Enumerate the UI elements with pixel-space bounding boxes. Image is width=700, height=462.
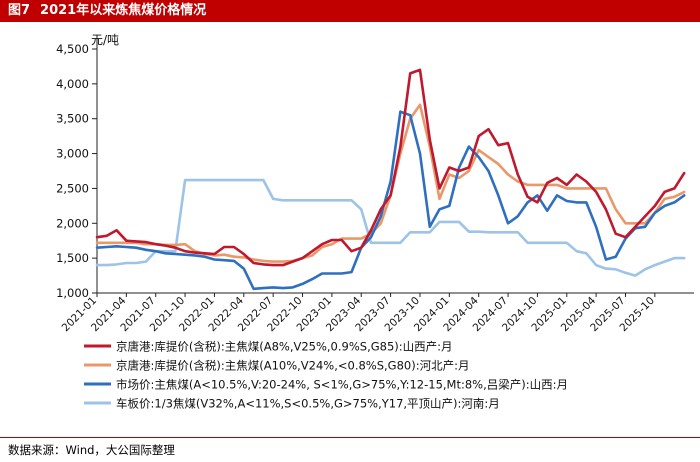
legend-label: 市场价:主焦煤(A<10.5%,V:20-24%, S<1%,G>75%,Y:1…: [116, 378, 568, 392]
y-tick-label: 4,500: [56, 42, 89, 56]
title-bar: 图7 2021年以来炼焦煤价格情况: [0, 0, 700, 22]
series-line-4: [95, 178, 686, 277]
series-lines: [95, 68, 686, 291]
line-chart: 1,000 1,500 2,000 2,500 3,000 3,500 4,000 4,500…: [56, 33, 694, 411]
legend-label: 京唐港:库提价(含税):主焦煤(A10%,V24%,<0.8%S,G80):河北…: [116, 359, 469, 373]
legend: 京唐港:库提价(含税):主焦煤(A8%,V25%,0.9%S,G85):山西产:…: [84, 340, 568, 411]
y-tick-label: 2,000: [56, 216, 89, 230]
footer-divider: [0, 437, 700, 438]
series-line-3: [95, 110, 686, 291]
y-tick-label: 3,500: [56, 112, 89, 126]
y-tick-label: 1,000: [56, 286, 89, 300]
y-tick-label: 3,000: [56, 147, 89, 161]
figure-label: 图7: [8, 3, 31, 18]
y-tick-label: 2,500: [56, 181, 89, 195]
legend-label: 车板价:1/3焦煤(V32%,A<11%,S<0.5%,G>75%,Y17,平顶…: [116, 397, 500, 411]
series-line-1: [95, 68, 686, 267]
y-axis: 1,000 1,500 2,000 2,500 3,000 3,500 4,000 4,500…: [56, 33, 119, 300]
x-axis: 2021-012021-042021-072021-102022-012022-…: [60, 292, 694, 334]
source-note: 数据来源：Wind，大公国际整理: [8, 443, 175, 457]
y-axis-label: 元/吨: [91, 33, 119, 47]
y-tick-label: 4,000: [56, 77, 89, 91]
chart-title: 2021年以来炼焦煤价格情况: [40, 3, 207, 18]
legend-label: 京唐港:库提价(含税):主焦煤(A8%,V25%,0.9%S,G85):山西产:…: [116, 340, 453, 354]
y-tick-label: 1,500: [56, 251, 89, 265]
